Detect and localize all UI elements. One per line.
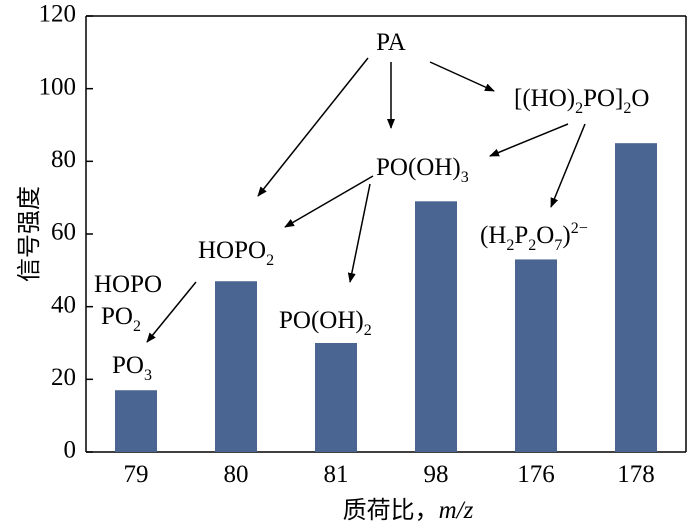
y-axis-title: 信号强度 bbox=[15, 186, 43, 282]
annotation-poh2-81: PO(OH)2 bbox=[279, 307, 372, 339]
x-tick-label: 79 bbox=[124, 461, 149, 488]
y-axis-ticks: 0 20 40 60 80 100 120 bbox=[39, 1, 93, 464]
y-tick-label: 0 bbox=[64, 437, 77, 464]
bar-mz-79 bbox=[115, 390, 157, 452]
bar-mz-178 bbox=[615, 143, 657, 452]
annotation-arrows bbox=[146, 57, 586, 343]
bar-mz-81 bbox=[315, 343, 357, 452]
arrow-phosphoric-to-poh2 bbox=[347, 183, 371, 283]
bar-mz-176 bbox=[515, 259, 557, 452]
annotation-pyrophosphoric: [(HO)2PO]2O bbox=[514, 85, 649, 117]
y-tick-label: 20 bbox=[51, 364, 76, 391]
x-tick-label: 80 bbox=[224, 461, 249, 488]
annotation-po3-79: PO3 bbox=[112, 352, 152, 384]
arrow-hopo2-to-po3 bbox=[146, 281, 197, 343]
annotation-pa: PA bbox=[376, 29, 406, 56]
annotation-h2p2o7: (H2P2O7)2− bbox=[480, 220, 588, 254]
annotation-po2-79: PO2 bbox=[101, 303, 141, 335]
x-tick-label: 178 bbox=[617, 461, 655, 488]
bar-mz-80 bbox=[215, 281, 257, 452]
arrow-pyrophosphoric-to-h2p2o7 bbox=[550, 123, 586, 208]
annotation-hopo-79: HOPO bbox=[94, 271, 162, 298]
y-tick-label: 60 bbox=[51, 219, 76, 246]
annotations: PA [(HO)2PO]2O PO(OH)3 (H2P2O7)2− HOPO2 … bbox=[94, 29, 649, 384]
x-tick-label: 176 bbox=[517, 461, 555, 488]
y-tick-label: 80 bbox=[51, 146, 76, 173]
bars bbox=[115, 143, 657, 452]
x-axis-title: 质荷比，m/z bbox=[343, 496, 474, 524]
bar-mz-98 bbox=[415, 201, 457, 452]
arrow-pyrophosphoric-to-phosphoric bbox=[489, 123, 569, 157]
annotation-hopo2-80: HOPO2 bbox=[198, 237, 274, 269]
x-tick-label: 81 bbox=[324, 461, 349, 488]
y-tick-label: 40 bbox=[51, 291, 76, 318]
x-tick-label: 98 bbox=[424, 461, 449, 488]
x-axis-ticks: 79 80 81 98 176 178 bbox=[124, 445, 655, 488]
annotation-phosphoric-acid: PO(OH)3 bbox=[376, 154, 469, 186]
arrow-pa-to-pyrophosphoric bbox=[429, 61, 495, 92]
y-tick-label: 100 bbox=[39, 73, 77, 100]
y-tick-label: 120 bbox=[39, 1, 77, 28]
arrow-phosphoric-to-hopo2 bbox=[284, 175, 374, 228]
arrow-pa-to-hopo2 bbox=[257, 57, 369, 197]
